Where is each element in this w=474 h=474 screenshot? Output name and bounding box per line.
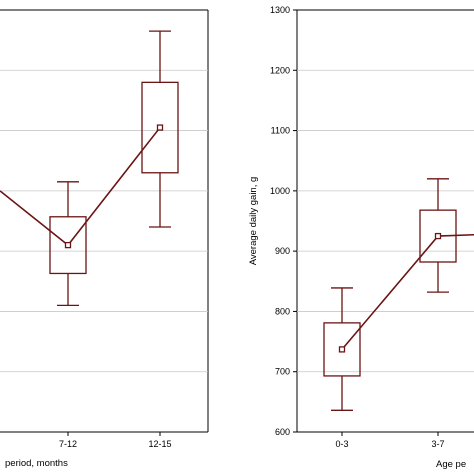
right-y-tick-label: 800 — [275, 306, 290, 316]
left-box — [141, 81, 179, 174]
left-chart-panel: 7-12 12-15 period, months — [0, 9, 209, 469]
right-x-tick-label: 3-7 — [431, 439, 444, 449]
right-mean-marker — [434, 232, 442, 240]
left-x-tick-label: 7-12 — [59, 439, 77, 449]
left-box — [49, 216, 87, 275]
right-y-tick-label: 900 — [275, 246, 290, 256]
left-x-axis-label: period, months — [5, 458, 68, 469]
right-y-tick-label: 1300 — [270, 5, 290, 15]
right-y-tick-label: 700 — [275, 367, 290, 377]
right-y-tick-label: 600 — [275, 427, 290, 437]
left-mean-marker — [64, 241, 72, 249]
left-mean-line — [0, 127, 161, 247]
right-plot-frame — [296, 9, 474, 433]
right-mean-marker — [338, 346, 346, 353]
right-chart-panel: 600 700 800 900 1000 1100 1200 1300 0-3 3-7 Age… — [248, 5, 474, 470]
right-y-tick-label: 1200 — [270, 65, 290, 75]
right-x-tick-label: 0-3 — [335, 439, 348, 449]
right-x-axis-label: Age pe — [436, 459, 466, 470]
right-y-tick-label: 1100 — [271, 126, 290, 136]
right-y-axis-label: Average daily gain, g — [248, 177, 259, 266]
left-mean-marker — [156, 124, 164, 131]
right-y-tick-label: 1000 — [270, 186, 290, 196]
right-box — [323, 322, 361, 377]
left-x-tick-label: 12-15 — [148, 439, 171, 449]
